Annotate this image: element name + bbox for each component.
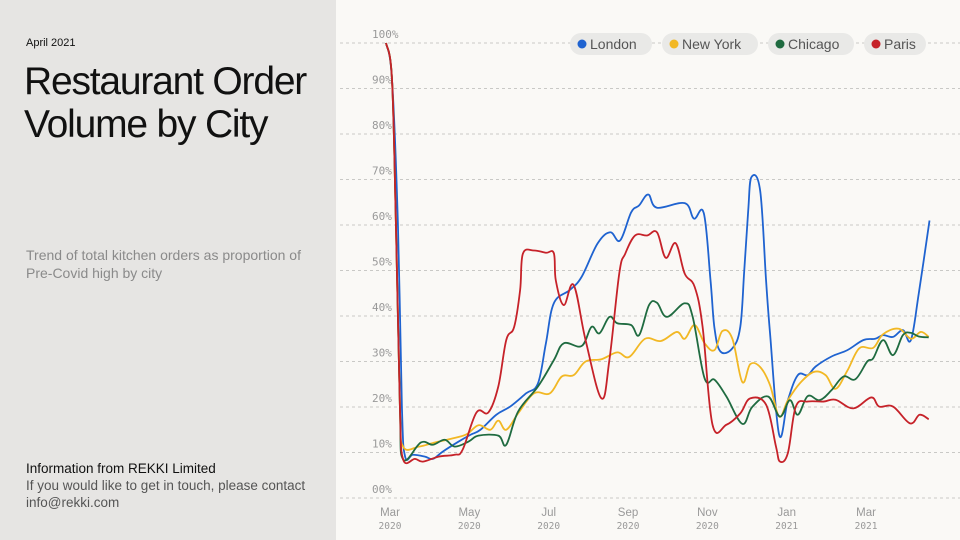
x-tick-year: 2020	[617, 521, 640, 532]
info-panel: April 2021 Restaurant Order Volume by Ci…	[0, 0, 336, 540]
y-tick-label: 80%	[372, 119, 392, 132]
legend-pill	[864, 33, 926, 55]
subtitle: Trend of total kitchen orders as proport…	[26, 247, 301, 281]
x-tick-year: 2020	[458, 521, 481, 532]
legend-dot-icon	[775, 39, 785, 49]
series-line-london	[385, 42, 931, 461]
legend-dot-icon	[669, 39, 679, 49]
x-tick-month: Jul	[541, 507, 556, 519]
x-axis: Mar 2020 May 2020 Jul 2020 Sep 2020 Nov 2020 Jan 20…	[379, 507, 878, 532]
y-tick-label: 50%	[372, 256, 392, 269]
grid	[340, 42, 960, 499]
y-axis: 00% 10% 20% 30% 40% 50% 60% 70% 80% 90% 100%	[372, 28, 399, 496]
x-tick-month: May	[458, 507, 480, 519]
x-tick-month: Mar	[380, 507, 400, 519]
y-tick-label: 10%	[372, 438, 392, 451]
legend-item-paris: Paris	[864, 33, 926, 55]
series-line-paris	[385, 42, 930, 465]
y-tick-label: 70%	[372, 165, 392, 178]
x-tick-year: 2021	[775, 521, 798, 532]
source-text: Information from REKKI Limited	[26, 461, 216, 476]
legend-item-chicago: Chicago	[768, 33, 854, 55]
legend-item-new-york: New York	[662, 33, 758, 55]
series-lines	[385, 42, 931, 465]
legend-label: New York	[682, 36, 742, 52]
x-tick-month: Sep	[618, 507, 638, 519]
x-tick-year: 2020	[379, 521, 402, 532]
y-tick-label: 40%	[372, 301, 392, 314]
y-tick-label: 30%	[372, 347, 392, 360]
report-date: April 2021	[26, 37, 76, 49]
page-title: Restaurant Order Volume by City	[24, 60, 307, 146]
x-tick-year: 2020	[537, 521, 560, 532]
x-tick-year: 2021	[855, 521, 878, 532]
y-tick-label: 90%	[372, 74, 392, 87]
legend-item-london: London	[570, 33, 652, 55]
contact-text: If you would like to get in touch, pleas…	[26, 478, 306, 510]
legend-dot-icon	[871, 39, 881, 49]
y-tick-label: 00%	[372, 483, 392, 496]
x-tick-month: Mar	[856, 507, 876, 519]
y-tick-label: 60%	[372, 210, 392, 223]
legend-label: Chicago	[788, 36, 840, 52]
x-tick-year: 2020	[696, 521, 719, 532]
series-line-chicago	[385, 42, 929, 462]
legend-pill	[662, 33, 758, 55]
legend-label: London	[590, 36, 637, 52]
x-tick-month: Jan	[777, 507, 796, 519]
legend-dot-icon	[577, 39, 587, 49]
series-line-new-york	[385, 42, 930, 451]
legend-label: Paris	[884, 36, 916, 52]
legend: London New York Chicago Paris	[570, 33, 926, 55]
line-chart: 00% 10% 20% 30% 40% 50% 60% 70% 80% 90% 100% Mar 20…	[340, 28, 960, 532]
y-tick-label: 100%	[372, 28, 399, 41]
x-tick-month: Nov	[697, 507, 718, 519]
y-tick-label: 20%	[372, 392, 392, 405]
legend-pill	[768, 33, 854, 55]
legend-pill	[570, 33, 652, 55]
